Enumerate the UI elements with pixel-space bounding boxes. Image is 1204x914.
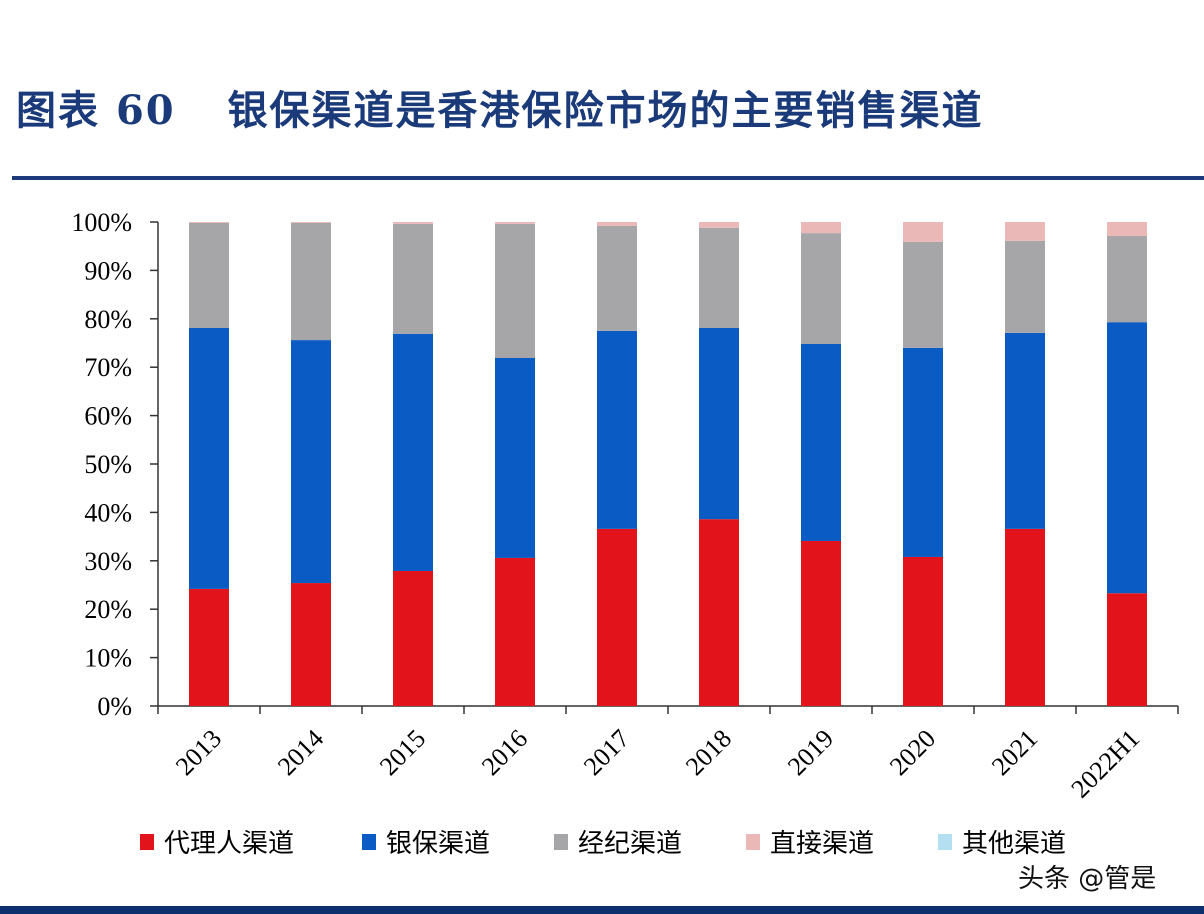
bar-segment-2020-s0	[903, 556, 943, 706]
title-text: 银保渠道是香港保险市场的主要销售渠道	[227, 87, 984, 134]
bar-segment-2022H1-s1	[1107, 322, 1147, 594]
bar-segment-2018-s3	[699, 222, 739, 228]
bar-segment-2022H1-s2	[1107, 236, 1147, 323]
y-tick-label: 0%	[97, 692, 132, 721]
x-tick-label: 2022H1	[1065, 724, 1145, 804]
bar-segment-2013-s3	[189, 222, 229, 223]
x-tick-label: 2018	[680, 724, 737, 781]
bar-segment-2019-s1	[801, 343, 841, 541]
title-number: 60	[115, 87, 176, 134]
y-tick-label: 40%	[84, 498, 132, 527]
x-tick-label: 2020	[884, 724, 941, 781]
y-tick-label: 50%	[84, 450, 132, 479]
bar-segment-2014-s2	[291, 222, 331, 341]
legend-swatch-0	[140, 834, 154, 850]
y-tick-label: 100%	[71, 208, 132, 237]
bar-segment-2014-s1	[291, 340, 331, 584]
top-divider	[12, 176, 1204, 180]
chart-title: 图表 60 银保渠道是香港保险市场的主要销售渠道	[16, 78, 984, 136]
bar-segment-2015-s2	[393, 223, 433, 334]
y-tick-label: 80%	[84, 305, 132, 334]
bar-segment-2021-s1	[1005, 332, 1045, 529]
x-tick-label: 2014	[272, 724, 329, 781]
x-tick-label: 2015	[374, 724, 431, 781]
bar-segment-2020-s2	[903, 241, 943, 348]
bar-segment-2022H1-s0	[1107, 593, 1147, 706]
x-tick-label: 2021	[986, 724, 1043, 781]
bar-segment-2017-s1	[597, 330, 637, 529]
bar-segment-2019-s3	[801, 222, 841, 234]
bar-segment-2017-s2	[597, 225, 637, 331]
bar-segment-2020-s3	[903, 222, 943, 242]
y-tick-label: 60%	[84, 402, 132, 431]
x-tick-label: 2017	[578, 724, 635, 781]
y-tick-label: 90%	[84, 256, 132, 285]
legend-swatch-1	[362, 834, 376, 850]
legend-label: 经纪渠道	[578, 829, 682, 859]
y-tick-label: 70%	[84, 353, 132, 382]
bar-segment-2018-s0	[699, 519, 739, 706]
bar-segment-2013-s2	[189, 222, 229, 328]
x-tick-label: 2013	[170, 724, 227, 781]
legend-label: 其他渠道	[962, 829, 1066, 859]
bar-segment-2019-s2	[801, 233, 841, 344]
legend-label: 直接渠道	[770, 829, 874, 859]
bar-segment-2016-s3	[495, 222, 535, 224]
bar-segment-2014-s0	[291, 583, 331, 706]
bar-segment-2013-s0	[189, 588, 229, 706]
bar-segment-2018-s1	[699, 327, 739, 520]
bar-segment-2014-s3	[291, 222, 331, 223]
legend-swatch-2	[554, 834, 568, 850]
bar-segment-2017-s3	[597, 222, 637, 226]
y-tick-label: 20%	[84, 595, 132, 624]
x-tick-label: 2016	[476, 724, 533, 781]
bar-segment-2015-s1	[393, 333, 433, 571]
legend-label: 代理人渠道	[164, 829, 294, 859]
bar-segment-2017-s0	[597, 528, 637, 706]
legend-swatch-3	[746, 834, 760, 850]
y-tick-label: 30%	[84, 547, 132, 576]
legend-label: 银保渠道	[386, 829, 490, 859]
bar-segment-2015-s0	[393, 570, 433, 706]
legend-swatch-4	[938, 834, 952, 850]
bar-segment-2021-s2	[1005, 240, 1045, 333]
bar-segment-2019-s0	[801, 540, 841, 706]
title-label: 图表	[16, 87, 100, 134]
bar-segment-2016-s0	[495, 557, 535, 706]
bar-segment-2015-s3	[393, 222, 433, 224]
y-tick-label: 10%	[84, 644, 132, 673]
bottom-divider	[0, 906, 1204, 914]
bar-segment-2016-s1	[495, 358, 535, 558]
bar-segment-2018-s2	[699, 227, 739, 328]
watermark: 头条 @管是	[1018, 864, 1157, 894]
bar-segment-2013-s1	[189, 327, 229, 589]
bar-segment-2022H1-s3	[1107, 222, 1147, 237]
bar-segment-2021-s3	[1005, 222, 1045, 241]
bar-segment-2016-s2	[495, 223, 535, 359]
bar-segment-2020-s1	[903, 347, 943, 557]
bar-segment-2021-s0	[1005, 528, 1045, 706]
x-tick-label: 2019	[782, 724, 839, 781]
